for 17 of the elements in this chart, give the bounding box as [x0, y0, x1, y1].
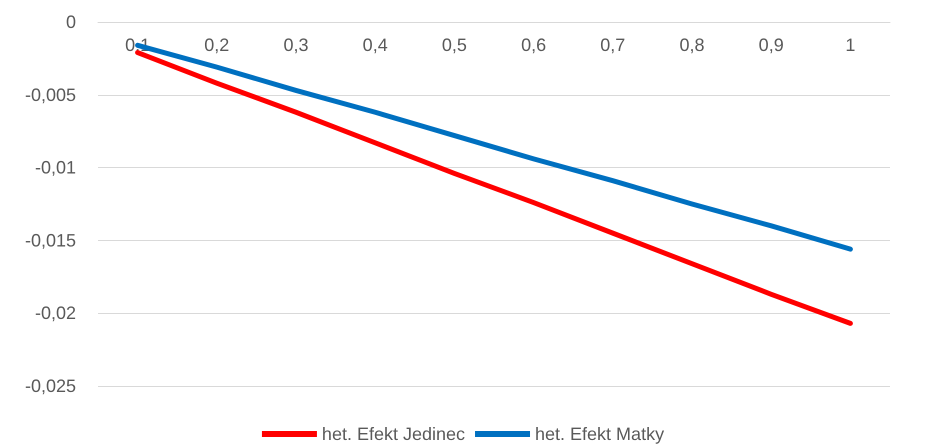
x-tick-label: 0,7: [600, 35, 626, 55]
x-tick-label: 0,5: [442, 35, 467, 55]
y-tick-label: -0,01: [34, 158, 76, 178]
y-tick-label: -0,005: [24, 84, 76, 105]
y-tick-label: -0,02: [34, 303, 76, 324]
x-tick-label: 0,8: [679, 35, 705, 55]
x-tick-label: 0,6: [521, 35, 546, 55]
legend-label: het. Efekt Jedinec: [322, 424, 466, 444]
x-tick-label: 0,4: [362, 35, 388, 55]
y-tick-label: 0: [66, 12, 76, 32]
y-tick-label: -0,025: [24, 376, 76, 396]
x-tick-label: 1: [845, 35, 856, 55]
x-tick-label: 0,3: [283, 35, 309, 55]
y-tick-label: -0,015: [24, 230, 76, 250]
x-tick-label: 0,9: [758, 35, 784, 55]
legend-label: het. Efekt Matky: [535, 424, 664, 444]
x-tick-label: 0,2: [204, 35, 230, 55]
